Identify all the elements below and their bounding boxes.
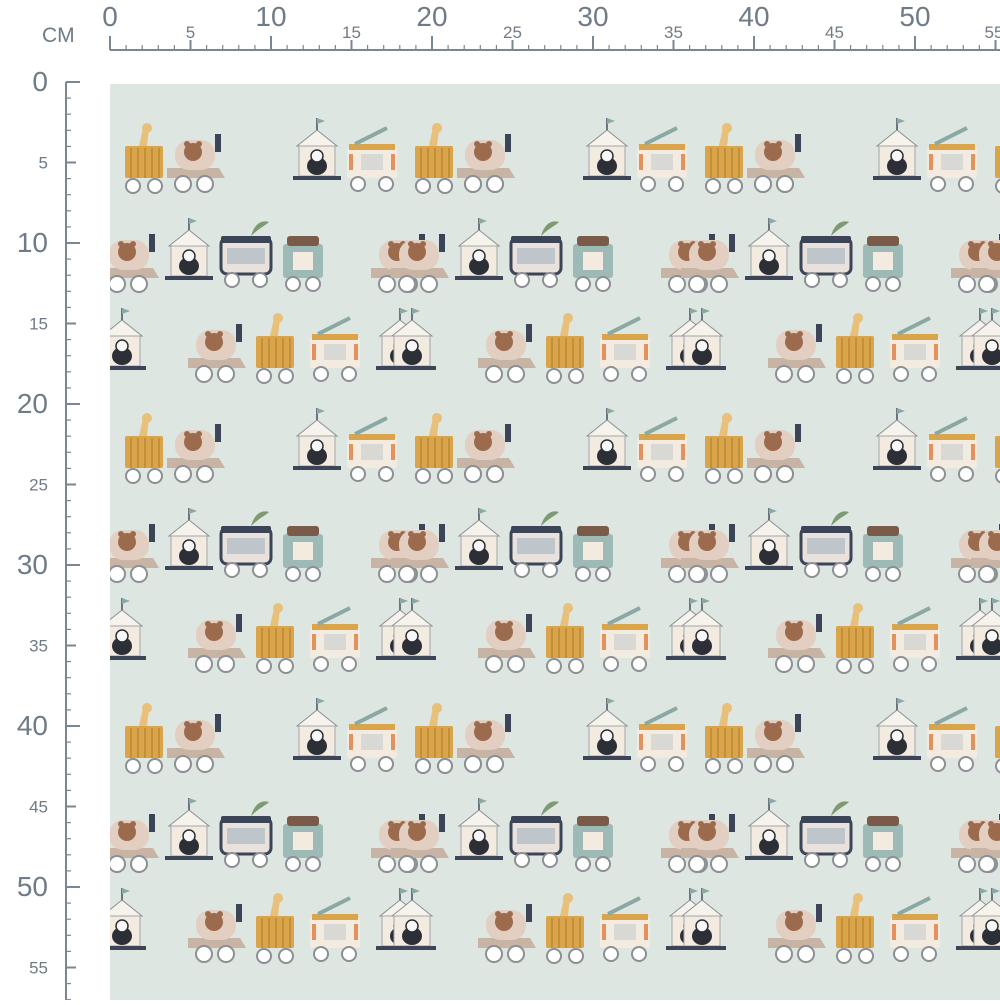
pattern-row-4 [125, 408, 1000, 483]
top-ruler-minor-label: 15 [342, 23, 361, 42]
left-ruler: 0 10 20 30 40 50 5 15 25 35 45 55 [0, 0, 110, 1001]
left-ruler-minor-label: 35 [29, 637, 48, 656]
fabric-swatch [110, 84, 1000, 1000]
top-ruler-major-label: 40 [738, 1, 769, 32]
left-ruler-major-label: 40 [17, 710, 48, 741]
top-ruler-major-label: 20 [416, 1, 447, 32]
top-ruler-major-label: 50 [899, 1, 930, 32]
pattern-row-8 [110, 798, 1000, 872]
pattern-row-6 [110, 598, 1000, 673]
left-ruler-major-label: 30 [17, 549, 48, 580]
top-ruler-minor-label: 45 [825, 23, 844, 42]
left-ruler-major-label: 20 [17, 388, 48, 419]
pattern-row-7 [125, 698, 1000, 773]
left-ruler-major-label: 10 [17, 227, 48, 258]
left-ruler-scale: 0 10 20 30 40 50 5 15 25 35 45 55 [17, 66, 80, 1001]
left-ruler-minor-label: 15 [29, 315, 48, 334]
left-ruler-major-label: 0 [32, 66, 48, 97]
top-ruler-minor-label: 55 [985, 23, 1000, 42]
top-ruler-major-label: 30 [577, 1, 608, 32]
top-ruler-minor-label: 35 [664, 23, 683, 42]
pattern-row-3 [110, 308, 1000, 383]
left-ruler-minor-label: 5 [39, 154, 48, 173]
pattern-row-2 [110, 218, 1000, 292]
top-ruler: 0 10 20 30 40 50 5 15 25 35 45 55 [0, 0, 1000, 80]
top-ruler-minor-label: 25 [503, 23, 522, 42]
left-ruler-minor-label: 45 [29, 798, 48, 817]
left-ruler-major-label: 50 [17, 871, 48, 902]
pattern-row-5 [110, 508, 1000, 582]
top-ruler-minor-label: 5 [186, 23, 195, 42]
top-ruler-major-label: 10 [255, 1, 286, 32]
pattern-row-9 [110, 888, 1000, 963]
unit-label-cm: CM [42, 24, 75, 47]
fabric-pattern [110, 84, 1000, 1000]
top-ruler-major-label: 0 [102, 1, 118, 32]
left-ruler-minor-label: 25 [29, 476, 48, 495]
left-ruler-minor-label: 55 [29, 959, 48, 978]
top-ruler-scale: 0 10 20 30 40 50 5 15 25 35 45 55 [102, 1, 1000, 51]
pattern-row-1 [125, 118, 1000, 193]
